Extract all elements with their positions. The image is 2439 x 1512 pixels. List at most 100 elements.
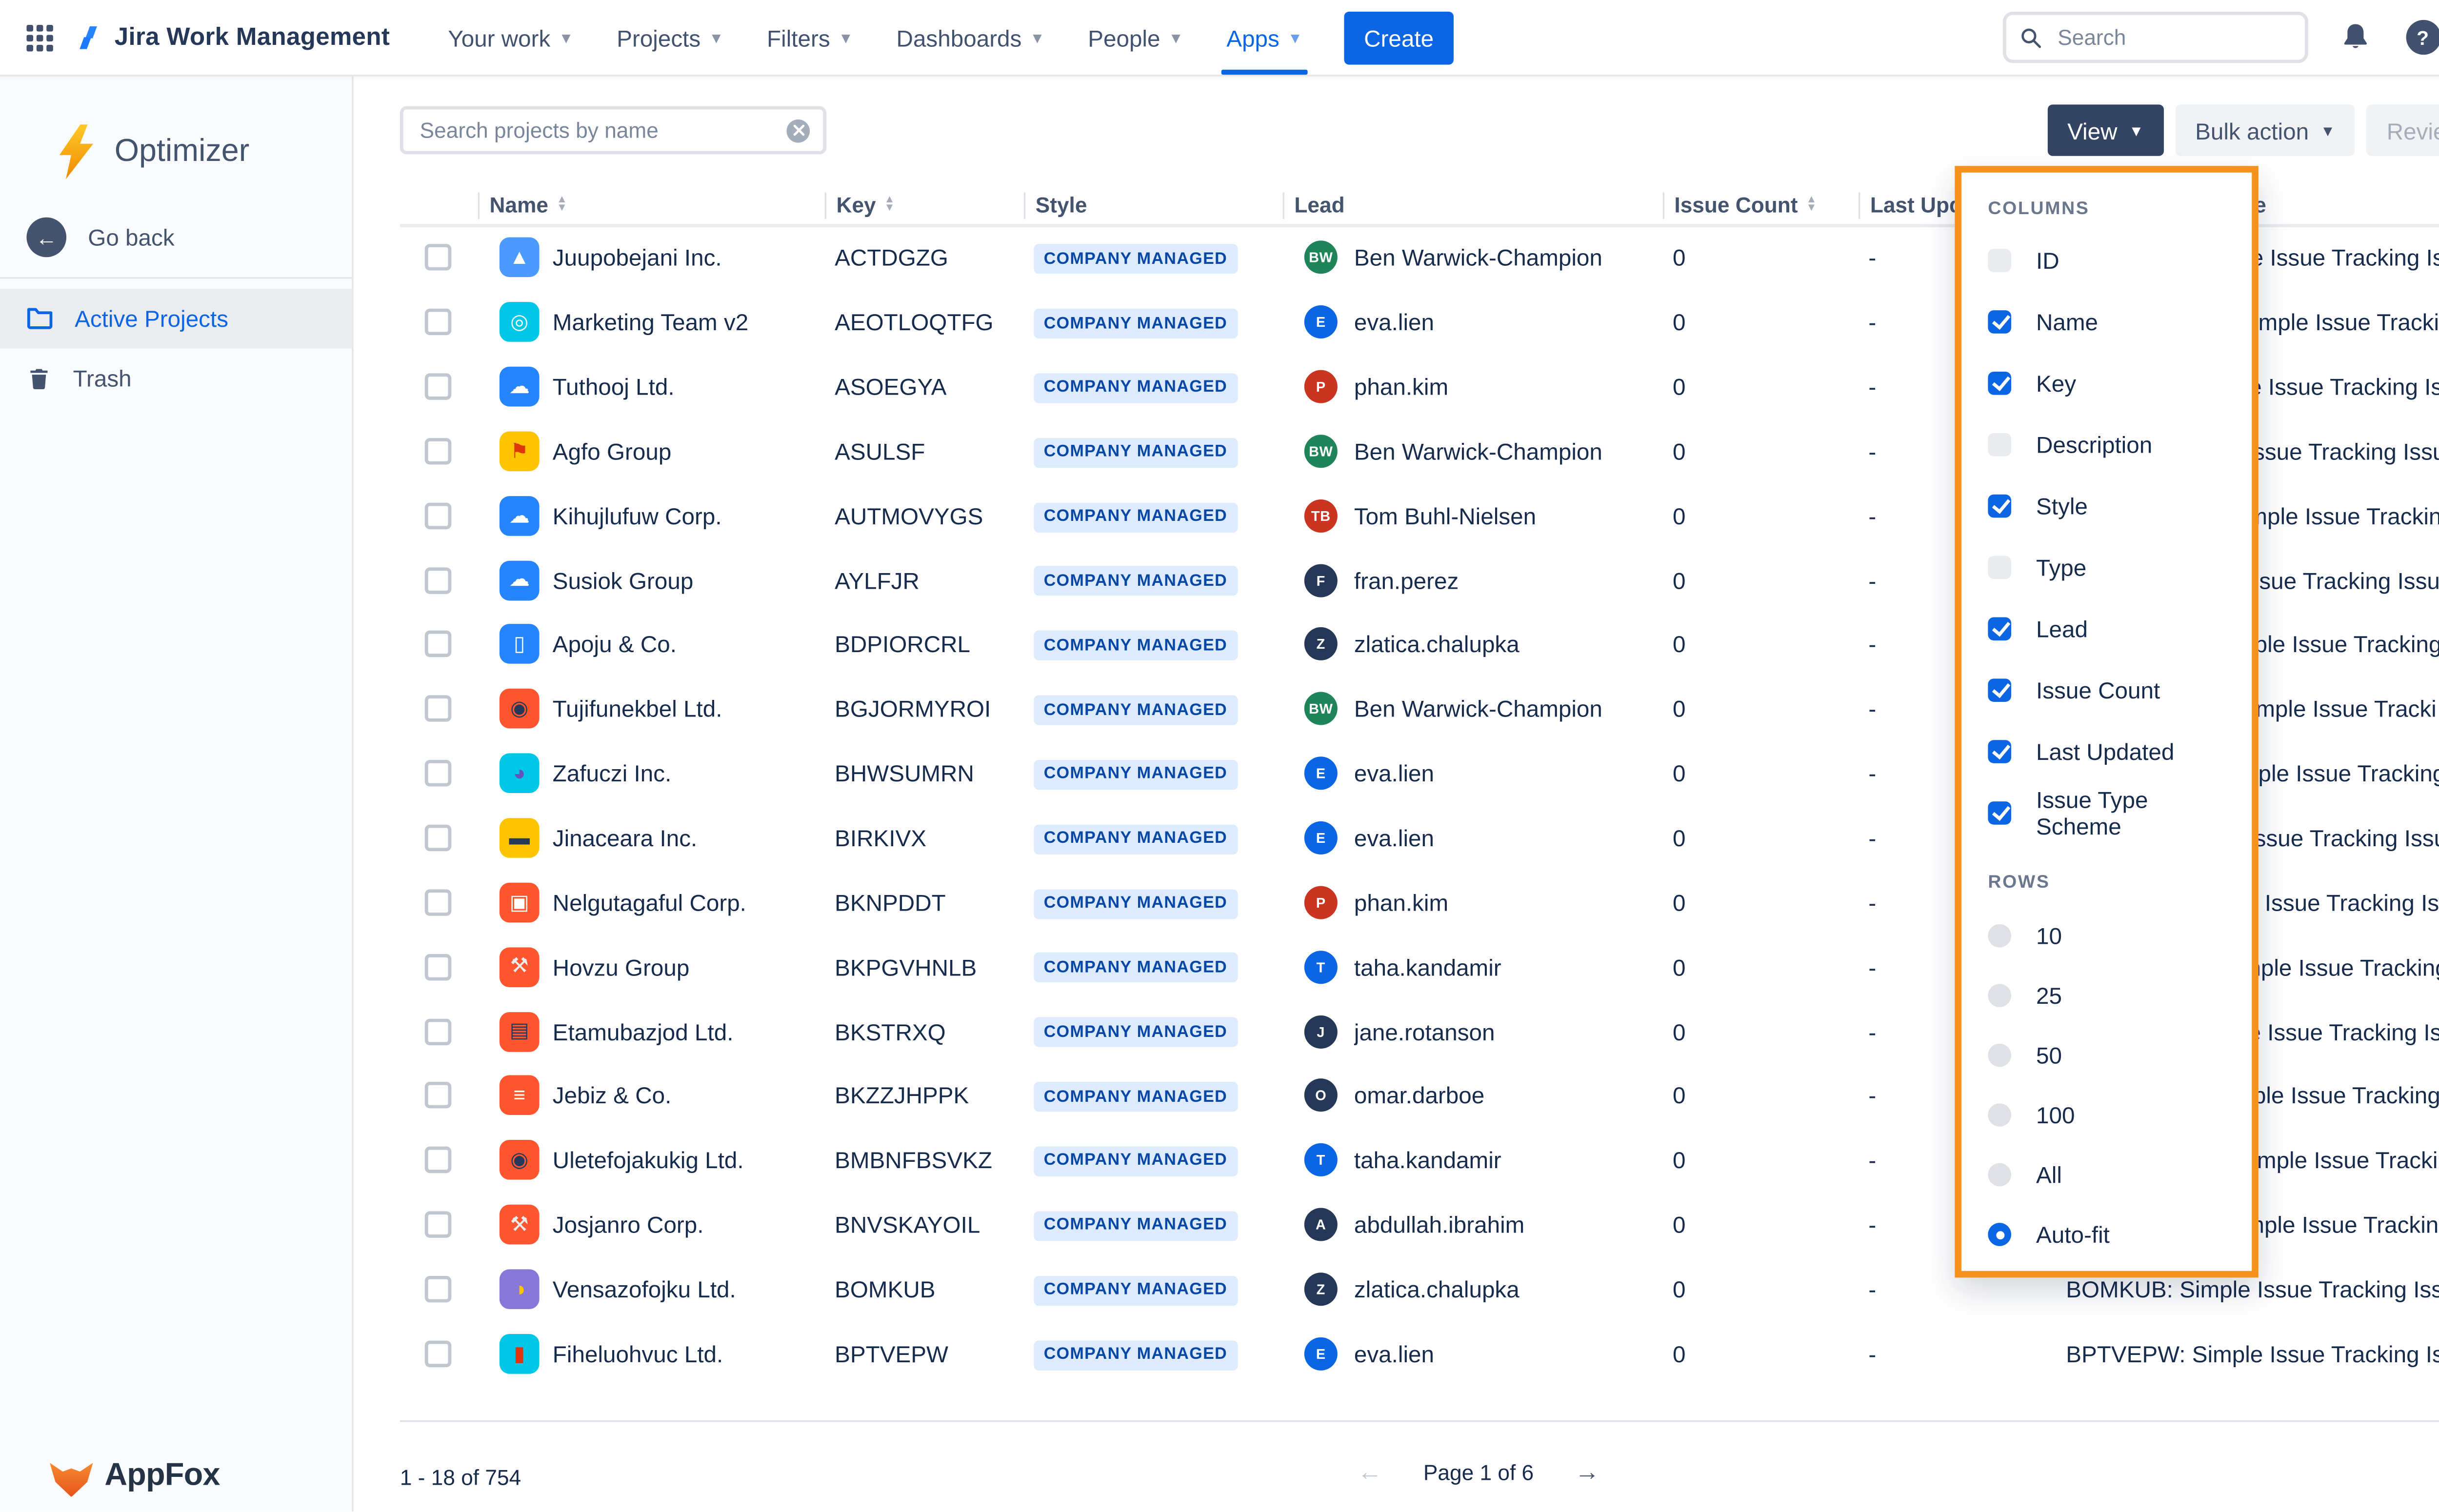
project-name[interactable]: Hovzu Group [552,954,690,980]
project-search[interactable] [400,106,827,155]
rows-per-page-option[interactable]: All [1988,1145,2239,1204]
table-row[interactable]: ⚒ Josjanro Corp. BNVSKAYOIL COMPANY MANA… [354,1193,2439,1257]
row-checkbox[interactable] [424,1340,452,1367]
row-checkbox[interactable] [424,889,452,916]
column-toggle[interactable]: Lead [1988,597,2239,659]
project-name[interactable]: Tuthooj Ltd. [552,373,675,400]
radio-icon[interactable] [1988,1103,2011,1127]
table-row[interactable]: ▯ Apoju & Co. BDPIORCRL COMPANY MANAGED … [354,612,2439,676]
table-row[interactable]: ⚒ Hovzu Group BKPGVHNLB COMPANY MANAGED … [354,935,2439,999]
app-switcher-icon[interactable] [17,14,63,60]
row-checkbox[interactable] [424,567,452,594]
project-name[interactable]: Zafuczi Inc. [552,760,672,787]
row-checkbox[interactable] [424,309,452,336]
radio-icon[interactable] [1988,1163,2011,1187]
nav-menu-item[interactable]: Apps ▼ [1205,0,1324,75]
project-name[interactable]: Apoju & Co. [552,631,677,658]
table-row[interactable]: ◑ Vensazofojku Ltd. BOMKUB COMPANY MANAG… [354,1257,2439,1321]
nav-menu-item[interactable]: Projects ▼ [617,24,724,51]
notifications-icon[interactable] [2333,16,2376,59]
project-name[interactable]: Josjanro Corp. [552,1211,704,1238]
radio-icon[interactable] [1988,1223,2011,1246]
project-name[interactable]: Uletefojakukig Ltd. [552,1147,744,1174]
project-name[interactable]: Jinaceara Inc. [552,824,698,852]
column-toggle[interactable]: Last Updated [1988,720,2239,781]
nav-menu-item[interactable]: People ▼ [1088,24,1183,51]
previous-page-icon[interactable]: ← [1357,1457,1382,1486]
rows-per-page-option[interactable]: Auto-fit [1988,1205,2239,1264]
project-name[interactable]: Etamubazjod Ltd. [552,1018,734,1045]
project-name[interactable]: Nelgutagaful Corp. [552,889,746,916]
rows-per-page-option[interactable]: 25 [1988,966,2239,1025]
project-name[interactable]: Susiok Group [552,567,694,594]
project-name[interactable]: Jebiz & Co. [552,1082,672,1109]
checkbox-icon[interactable] [1988,494,2011,517]
project-name[interactable]: Vensazofojku Ltd. [552,1275,736,1303]
table-row[interactable]: ☁ Susiok Group AYLFJR COMPANY MANAGED F … [354,548,2439,612]
table-row[interactable]: ⚑ Agfo Group ASULSF COMPANY MANAGED BW B… [354,419,2439,483]
table-row[interactable]: ☁ Tuthooj Ltd. ASOEGYA COMPANY MANAGED P… [354,355,2439,419]
column-header[interactable]: Name ▲ ▼ [478,191,825,219]
global-search[interactable] [2002,11,2308,63]
table-row[interactable]: ☁ Kihujlufuw Corp. AUTMOVYGS COMPANY MAN… [354,483,2439,548]
checkbox-icon[interactable] [1988,800,2011,824]
next-page-icon[interactable]: → [1575,1457,1600,1486]
row-checkbox[interactable] [424,696,452,722]
checkbox-icon[interactable] [1988,739,2011,763]
table-row[interactable]: ▮ Fiheluohvuc Ltd. BPTVEPW COMPANY MANAG… [354,1321,2439,1386]
jira-logo-icon[interactable] [76,23,104,52]
clear-search-icon[interactable] [786,119,810,142]
column-toggle[interactable]: Key [1988,352,2239,413]
project-name[interactable]: Kihujlufuw Corp. [552,502,722,529]
row-checkbox[interactable] [424,1082,452,1109]
project-name[interactable]: Agfo Group [552,438,672,465]
row-checkbox[interactable] [424,373,452,400]
row-checkbox[interactable] [424,1275,452,1303]
table-row[interactable]: ≡ Jebiz & Co. BKZZJHPPK COMPANY MANAGED … [354,1063,2439,1128]
column-toggle[interactable]: Issue Count [1988,659,2239,720]
checkbox-icon[interactable] [1988,309,2011,333]
row-checkbox[interactable] [424,1018,452,1045]
project-name[interactable]: Juupobejani Inc. [552,244,722,271]
row-checkbox[interactable] [424,631,452,658]
radio-icon[interactable] [1988,1043,2011,1067]
table-row[interactable]: ▲ Juupobejani Inc. ACTDGZG COMPANY MANAG… [354,226,2439,290]
table-row[interactable]: ◕ Zafuczi Inc. BHWSUMRN COMPANY MANAGED … [354,741,2439,806]
column-header[interactable]: Lead ▲▼ [1282,191,1663,219]
checkbox-icon[interactable] [1988,616,2011,640]
row-checkbox[interactable] [424,1147,452,1174]
go-back-button[interactable]: ← Go back [26,217,175,258]
column-header[interactable]: Style ▲▼ [1023,191,1283,219]
checkbox-icon[interactable] [1988,371,2011,394]
column-toggle[interactable]: Type [1988,536,2239,597]
view-button[interactable]: View ▼ [2047,104,2164,156]
row-checkbox[interactable] [424,438,452,465]
radio-icon[interactable] [1988,924,2011,948]
column-toggle[interactable]: Style [1988,475,2239,536]
checkbox-icon[interactable] [1988,555,2011,578]
column-toggle[interactable]: Issue Type Scheme [1988,781,2239,843]
rows-per-page-option[interactable]: 50 [1988,1025,2239,1085]
checkbox-icon[interactable] [1988,432,2011,456]
nav-menu-item[interactable]: Filters ▼ [767,24,854,51]
table-row[interactable]: ◉ Tujifunekbel Ltd. BGJORMYROI COMPANY M… [354,677,2439,741]
sidebar-item-active-projects[interactable]: Active Projects [0,288,352,349]
sidebar-item-trash[interactable]: Trash [0,348,352,408]
table-row[interactable]: ▣ Nelgutagaful Corp. BKNPDDT COMPANY MAN… [354,870,2439,935]
nav-menu-item[interactable]: Dashboards ▼ [896,24,1045,51]
help-icon[interactable]: ? [2401,16,2439,59]
checkbox-icon[interactable] [1988,677,2011,701]
row-checkbox[interactable] [424,824,452,852]
table-row[interactable]: ▬ Jinaceara Inc. BIRKIVX COMPANY MANAGED… [354,806,2439,870]
bulk-action-button[interactable]: Bulk action ▼ [2175,104,2356,156]
table-row[interactable]: ▤ Etamubazjod Ltd. BKSTRXQ COMPANY MANAG… [354,999,2439,1063]
column-header[interactable]: Key ▲ ▼ [824,191,1024,219]
row-checkbox[interactable] [424,244,452,271]
table-row[interactable]: ◎ Marketing Team v2 AEOTLOQTFG COMPANY M… [354,290,2439,355]
review-changes-button[interactable]: Review changes [2366,104,2439,156]
column-toggle[interactable]: Description [1988,413,2239,475]
project-name[interactable]: Marketing Team v2 [552,309,749,336]
row-checkbox[interactable] [424,954,452,980]
rows-per-page-option[interactable]: 10 [1988,906,2239,965]
project-name[interactable]: Tujifunekbel Ltd. [552,696,722,722]
